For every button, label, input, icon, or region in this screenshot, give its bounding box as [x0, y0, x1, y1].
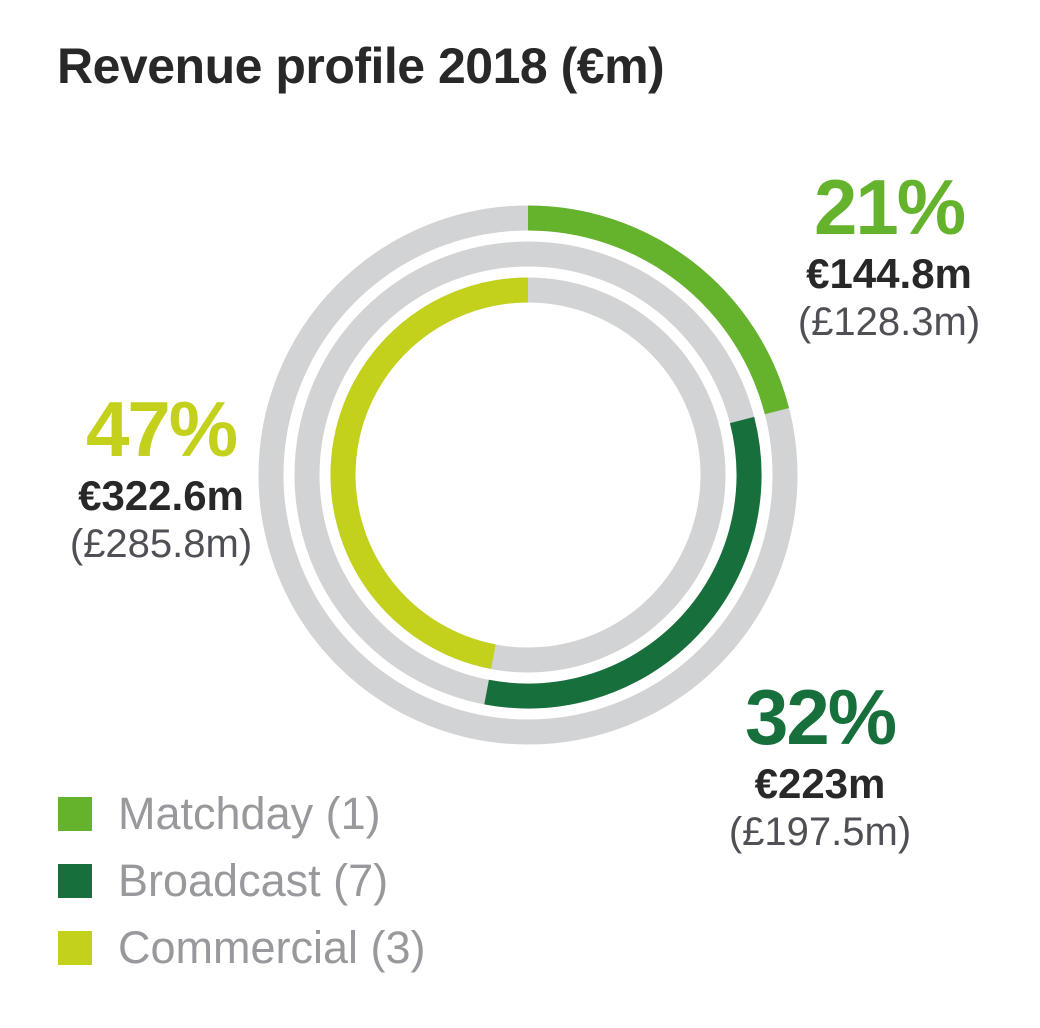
callout-broadcast: 32% €223m (£197.5m): [729, 678, 911, 852]
legend-item-commercial: Commercial (3): [58, 925, 426, 970]
legend-label-commercial: Commercial (3): [118, 922, 426, 973]
callout-commercial: 47% €322.6m (£285.8m): [70, 390, 252, 564]
commercial-gbp-value: (£285.8m): [69, 522, 253, 566]
matchday-eur-value: €144.8m: [806, 250, 972, 297]
broadcast-eur-value: €223m: [754, 760, 886, 807]
matchday-gbp-value: (£128.3m): [797, 300, 981, 344]
legend-item-broadcast: Broadcast (7): [58, 858, 426, 903]
donut-rings-svg: [258, 205, 798, 745]
legend: Matchday (1) Broadcast (7) Commercial (3…: [58, 791, 426, 970]
legend-label-matchday: Matchday (1): [118, 788, 381, 839]
broadcast-gbp-value: (£197.5m): [728, 810, 912, 854]
legend-label-broadcast: Broadcast (7): [118, 855, 389, 906]
chart-title: Revenue profile 2018 (€m): [57, 38, 665, 94]
callout-matchday: 21% €144.8m (£128.3m): [798, 168, 980, 342]
matchday-percent-label: 21%: [813, 163, 966, 251]
broadcast-percent-label: 32%: [744, 673, 897, 761]
commercial-eur-value: €322.6m: [78, 472, 244, 519]
matchday-swatch-icon: [58, 796, 92, 831]
commercial-swatch-icon: [58, 930, 92, 965]
broadcast-swatch-icon: [58, 863, 92, 898]
legend-item-matchday: Matchday (1): [58, 791, 426, 836]
donut-chart: [248, 195, 808, 755]
commercial-percent-label: 47%: [85, 385, 238, 473]
